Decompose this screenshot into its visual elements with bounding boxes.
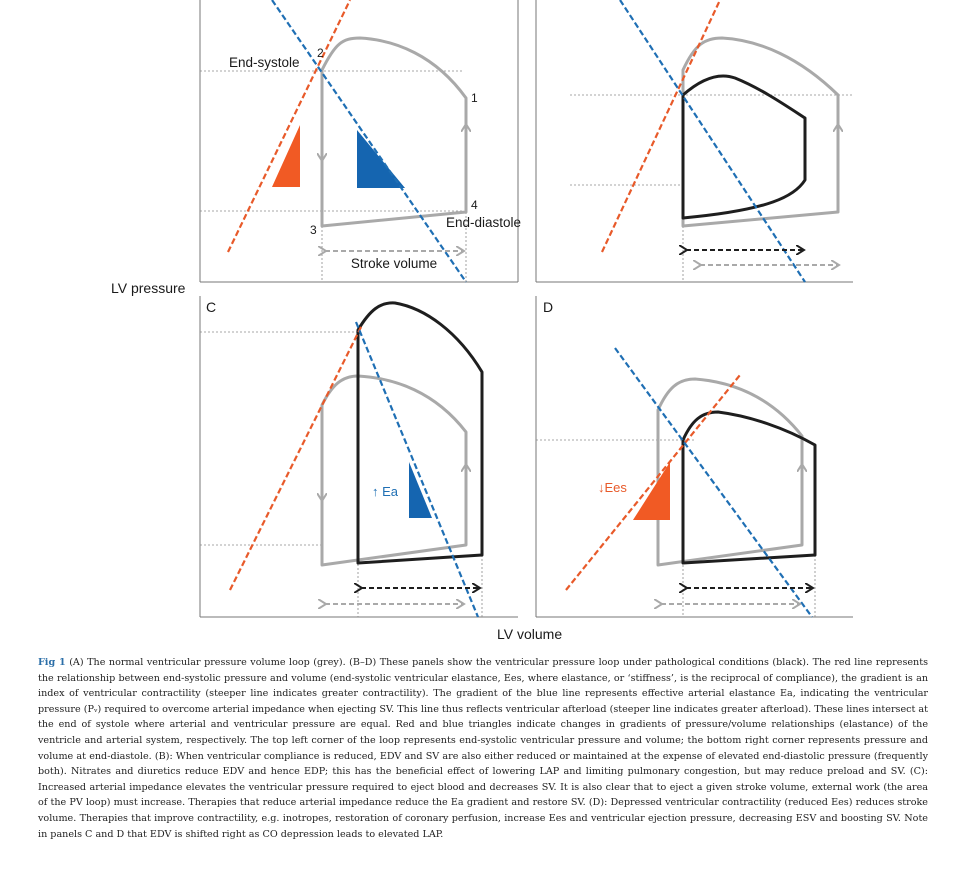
panel-a-axes [199,0,519,283]
pathological-pv-loop [681,74,807,220]
point-label-3: 3 [310,223,317,237]
panel-d-letter: D [543,299,553,315]
normal-pv-loop [656,377,804,567]
end-diastole-label: End-diastole [446,215,521,230]
point-label-2: 2 [317,46,324,60]
figure-caption: Fig 1 (A) The normal ventricular pressur… [38,655,928,842]
panel-c: C ↑ Ea [199,296,518,618]
ea-line [614,347,813,618]
panel-d: D ↓Ees [535,296,853,618]
stroke-volume-label: Stroke volume [351,256,437,271]
ees-line [565,374,741,591]
panel-c-letter: C [206,299,216,315]
y-axis-label: LV pressure [111,280,186,296]
end-systole-label: End-systole [229,55,300,70]
ea-line [271,0,467,283]
panel-d-axes [535,296,853,618]
figure-number: Fig 1 [38,657,66,668]
normal-pv-loop [320,374,468,567]
pv-loop-figure: Stroke volume End-systole End-diastole 1… [111,0,853,642]
point-label-1: 1 [471,91,478,105]
ees-decrease-label: ↓Ees [598,480,627,495]
ea-triangle [409,462,432,518]
ea-increase-label: ↑ Ea [372,484,399,499]
ea-line [354,321,480,618]
point-label-4: 4 [471,198,478,212]
pathological-pv-loop [356,301,484,565]
caption-text: (A) The normal ventricular pressure volu… [38,657,928,840]
ees-triangle [272,125,300,187]
x-axis-label: LV volume [497,626,562,642]
pathological-pv-loop [681,410,817,565]
ees-line [229,324,363,591]
ees-line [227,0,351,253]
ea-line [619,0,806,283]
panel-b-axes [535,0,853,283]
ees-triangle [633,462,670,520]
panel-a: Stroke volume End-systole End-diastole 1… [199,0,521,283]
panel-c-axes [199,296,518,618]
panel-b [535,0,853,283]
panel-b-guides [570,94,853,282]
normal-pv-loop [320,36,468,228]
ees-line [601,0,721,253]
panel-d-guides [536,439,816,617]
panel-c-guides [200,331,483,617]
normal-pv-loop [681,36,840,228]
